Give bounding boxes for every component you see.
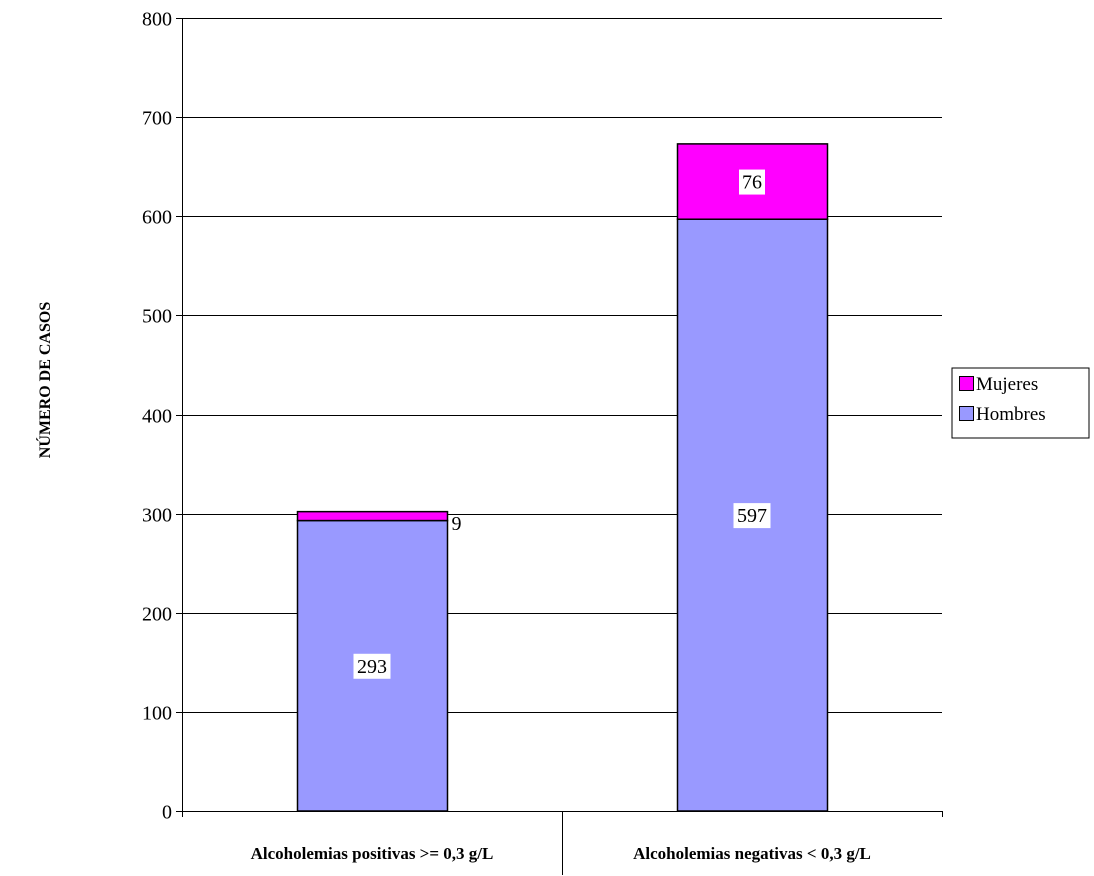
data-label-mujeres-1: 9 (452, 513, 462, 535)
legend-swatch-mujeres (959, 376, 974, 391)
bar-hombres-2 (676, 218, 829, 812)
x-axis-categories: Alcoholemias positivas >= 0,3 g/L Alcohol… (251, 844, 871, 863)
y-tick-label: 200 (142, 604, 172, 626)
y-tick-label: 600 (142, 207, 172, 229)
x-category-label: Alcoholemias positivas >= 0,3 g/L (251, 844, 494, 863)
x-category-label: Alcoholemias negativas < 0,3 g/L (633, 844, 871, 863)
legend: Mujeres Hombres (951, 367, 1090, 439)
data-labels: 293 9 597 76 (353, 169, 771, 679)
y-tick-label: 700 (142, 108, 172, 130)
y-axis-ticks: 0 100 200 300 400 500 600 700 800 (142, 9, 182, 824)
data-label-background (739, 169, 765, 195)
data-label-mujeres-2: 76 (742, 172, 762, 194)
legend-box (951, 367, 1090, 439)
data-label-hombres-1: 293 (357, 656, 387, 678)
legend-swatch-hombres (959, 406, 974, 421)
data-label-background (733, 503, 771, 529)
bars (296, 143, 829, 812)
y-tick-label: 500 (142, 306, 172, 328)
legend-label-mujeres: Mujeres (976, 374, 1038, 395)
bar-mujeres-1 (296, 510, 449, 522)
data-label-background (353, 653, 391, 679)
y-tick-label: 300 (142, 505, 172, 527)
y-tick-label: 400 (142, 406, 172, 428)
legend-label-hombres: Hombres (976, 404, 1046, 425)
y-axis-title: NÚMERO DE CASOS (35, 302, 54, 459)
y-tick-label: 0 (162, 802, 172, 824)
axes (182, 18, 943, 875)
y-tick-label: 100 (142, 703, 172, 725)
data-label-hombres-2: 597 (737, 505, 767, 527)
y-tick-label: 800 (142, 9, 172, 31)
